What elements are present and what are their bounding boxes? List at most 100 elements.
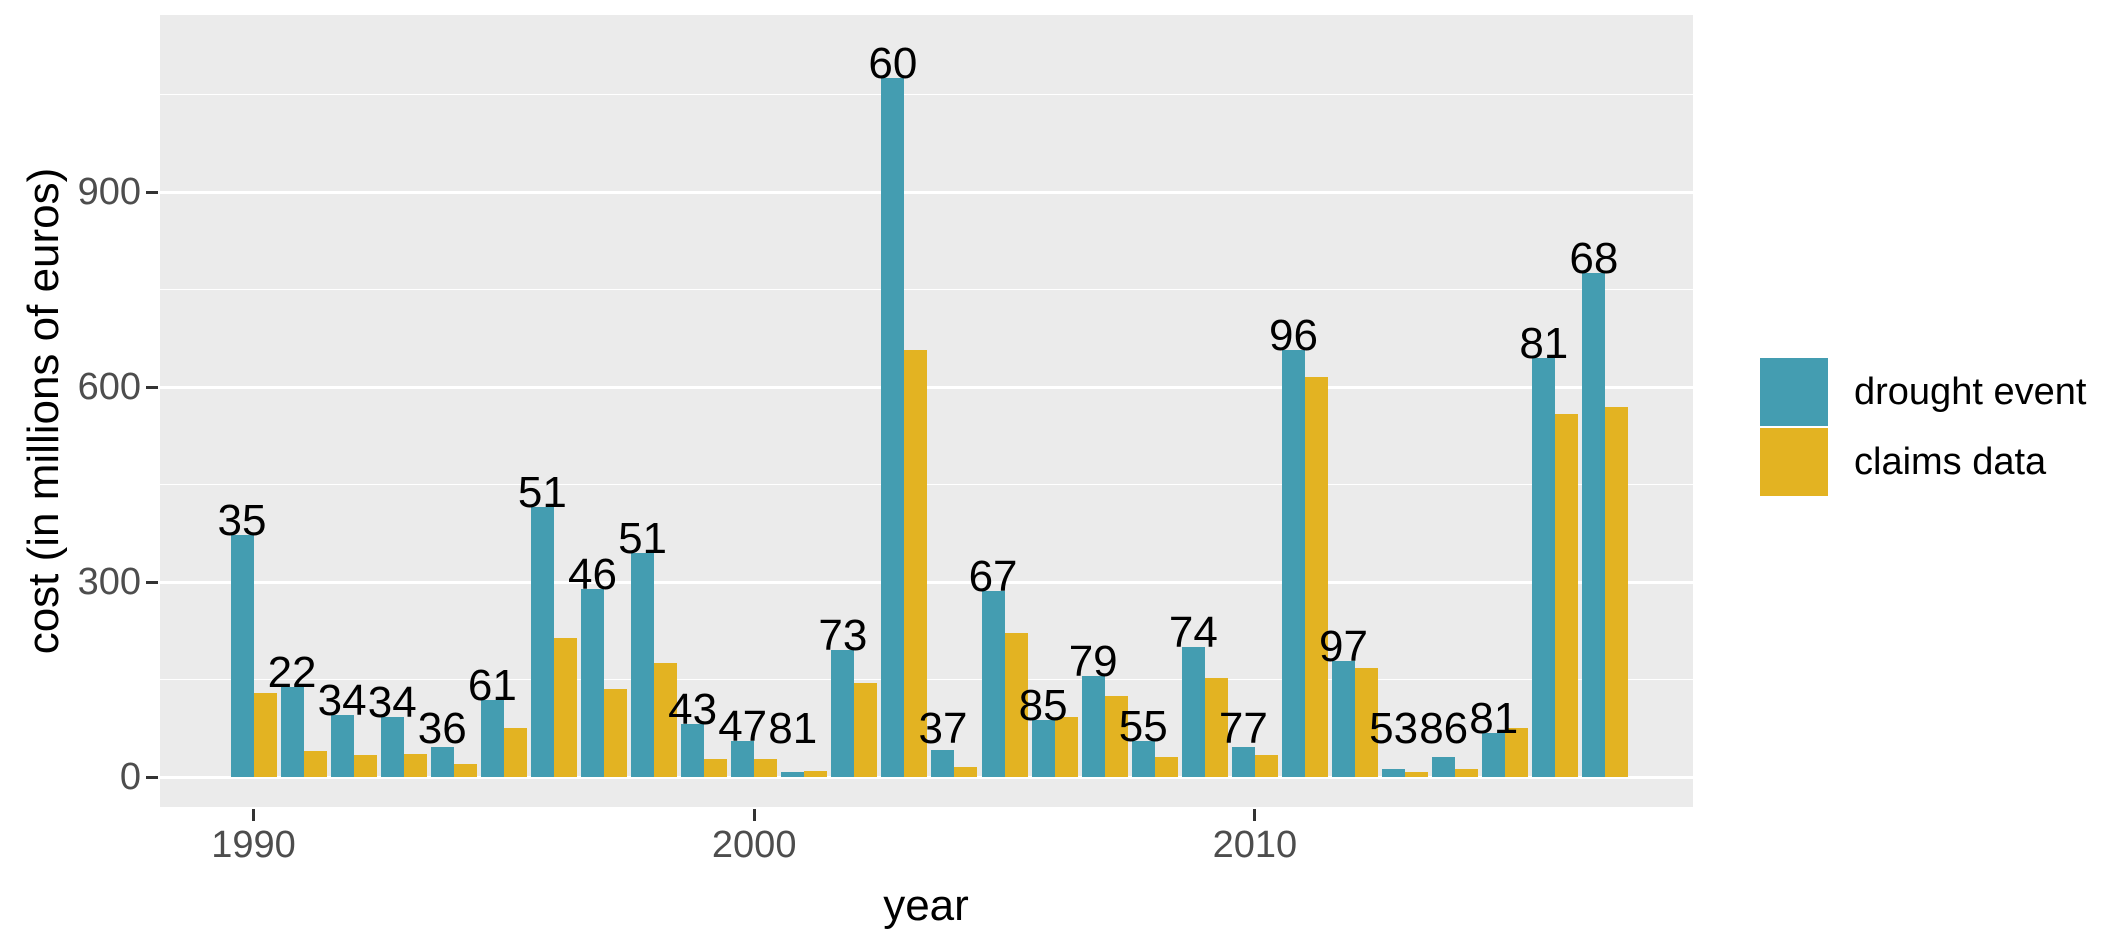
bar-claims-data-1990 (253, 692, 277, 777)
bar-claims-data-2011 (1304, 377, 1328, 777)
bar-claims-data-1991 (303, 751, 327, 777)
bar-drought-event-2017 (1582, 272, 1606, 777)
x-tick-mark (752, 809, 756, 821)
bar-claims-data-2014 (1455, 768, 1479, 777)
bar-drought-event-2006 (1031, 720, 1055, 777)
bar-drought-event-2009 (1181, 647, 1205, 777)
bar-value-label: 86 (1419, 704, 1469, 753)
bar-drought-event-1993 (380, 717, 404, 777)
bar-value-label: 46 (568, 550, 617, 600)
bar-claims-data-2004 (954, 767, 978, 777)
bar-value-label: 68 (1569, 233, 1619, 283)
bar-value-label: 36 (417, 704, 467, 753)
bar-value-label: 51 (517, 467, 567, 517)
x-tick-mark (1253, 809, 1257, 821)
y-tick-mark (146, 775, 158, 779)
bar-value-label: 81 (1519, 318, 1569, 368)
minor-gridline (160, 288, 1693, 291)
bar-claims-data-2003 (904, 349, 928, 777)
bar-value-label: 43 (668, 684, 718, 734)
plot-panel: 35 22 34 34 36 61 51 46 51 43 47 81 73 60 37 67 85 79 55 74… (160, 15, 1693, 807)
bar-claims-data-1992 (353, 754, 377, 777)
bar-drought-event-2013 (1382, 769, 1406, 777)
legend-item-drought-event: drought event (1760, 358, 2086, 426)
legend-swatch-claims-data-icon (1760, 428, 1828, 496)
bar-value-label: 47 (718, 701, 768, 751)
y-tick-label: 600 (77, 366, 141, 408)
bar-claims-data-2002 (854, 682, 878, 777)
bar-value-label: 74 (1168, 608, 1218, 657)
bar-drought-event-2001 (781, 771, 805, 777)
bar-value-label: 34 (317, 676, 367, 726)
bar-drought-event-2011 (1281, 349, 1305, 777)
bar-claims-data-2016 (1555, 414, 1579, 777)
bar-value-label: 79 (1068, 637, 1118, 687)
bar-claims-data-1999 (704, 758, 728, 777)
minor-gridline (160, 93, 1693, 96)
bar-claims-data-2008 (1154, 756, 1178, 777)
bar-value-label: 53 (1369, 704, 1419, 753)
bar-drought-event-2015 (1482, 733, 1506, 777)
legend-item-claims-data: claims data (1760, 428, 2086, 496)
bar-drought-event-1991 (280, 686, 304, 777)
x-axis-title: year (883, 881, 969, 930)
bar-drought-event-2000 (731, 740, 755, 777)
y-tick-label: 900 (77, 171, 141, 213)
bar-drought-event-2014 (1432, 756, 1456, 777)
y-tick-mark (146, 580, 158, 584)
bar-drought-event-2016 (1532, 357, 1556, 777)
bar-drought-event-1996 (530, 506, 554, 777)
bar-claims-data-2009 (1204, 678, 1228, 777)
y-tick-mark (146, 190, 158, 194)
bar-claims-data-1997 (603, 689, 627, 777)
x-tick-mark (252, 809, 255, 821)
bar-value-label: 35 (217, 495, 267, 545)
bar-claims-data-1996 (553, 637, 577, 777)
bar-drought-event-2003 (881, 78, 905, 777)
bar-drought-event-2002 (831, 649, 855, 777)
bar-claims-data-1994 (453, 764, 477, 777)
bar-value-label: 97 (1319, 622, 1369, 672)
bar-claims-data-1998 (654, 663, 678, 777)
legend-swatch-drought-event-icon (1760, 358, 1828, 426)
x-tick-label: 1990 (211, 824, 296, 866)
bar-value-label: 51 (618, 514, 668, 564)
bar-drought-event-1997 (580, 589, 604, 777)
bar-drought-event-2005 (981, 591, 1005, 777)
bar-value-label: 77 (1218, 704, 1268, 753)
bar-claims-data-2013 (1405, 771, 1429, 777)
bar-claims-data-2006 (1054, 717, 1078, 777)
bar-claims-data-2017 (1605, 407, 1629, 777)
bar-claims-data-2005 (1004, 632, 1028, 777)
x-tick-label: 2000 (711, 824, 797, 866)
bar-drought-event-1992 (330, 715, 354, 777)
bar-value-label: 61 (467, 661, 517, 711)
bar-drought-event-2010 (1231, 747, 1255, 777)
bar-claims-data-2010 (1254, 754, 1278, 777)
bar-drought-event-1998 (631, 553, 655, 777)
bar-value-label: 34 (367, 678, 417, 728)
bar-value-label: 60 (868, 39, 918, 89)
bar-claims-data-2007 (1104, 696, 1128, 777)
bar-drought-event-2004 (931, 750, 955, 777)
bar-claims-data-1995 (503, 728, 527, 777)
bar-claims-data-2015 (1505, 727, 1529, 777)
bar-value-label: 81 (768, 704, 818, 753)
bar-value-label: 55 (1118, 702, 1168, 752)
bar-value-label: 73 (818, 610, 868, 660)
bar-drought-event-1995 (480, 700, 504, 777)
bar-drought-event-1999 (681, 723, 705, 777)
bar-claims-data-2000 (754, 759, 778, 777)
y-tick-label: 0 (119, 756, 141, 798)
bar-drought-event-2007 (1081, 676, 1105, 777)
bar-drought-event-1994 (430, 747, 454, 777)
major-gridline (160, 190, 1693, 194)
bar-value-label: 81 (1469, 694, 1519, 744)
bar-value-label: 37 (918, 704, 968, 753)
bar-value-label: 85 (1018, 681, 1068, 731)
major-gridline (160, 775, 1693, 779)
legend-label-drought-event: drought event (1854, 370, 2087, 413)
y-tick-mark (146, 385, 158, 389)
bar-claims-data-2001 (804, 770, 828, 777)
